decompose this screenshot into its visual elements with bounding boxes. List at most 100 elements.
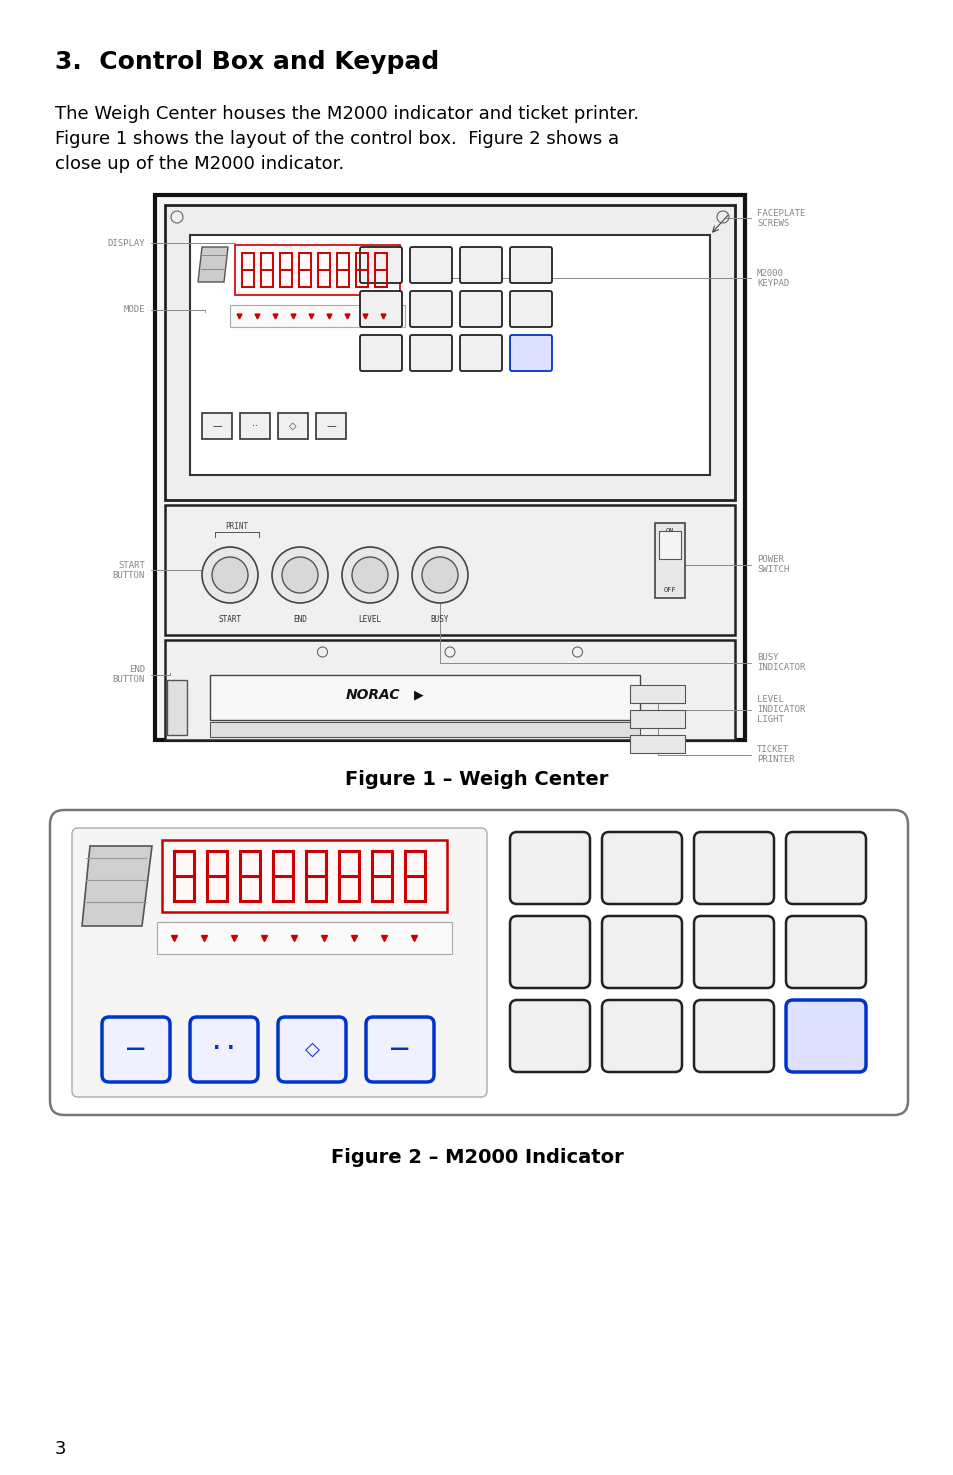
Bar bbox=[165, 640, 734, 740]
Text: ▶: ▶ bbox=[414, 689, 423, 702]
Bar bbox=[315, 413, 346, 440]
Bar bbox=[234, 245, 399, 295]
Bar bbox=[659, 531, 680, 559]
Text: Figure 1 shows the layout of the control box.  Figure 2 shows a: Figure 1 shows the layout of the control… bbox=[55, 130, 618, 148]
Text: The Weigh Center houses the M2000 indicator and ticket printer.: The Weigh Center houses the M2000 indica… bbox=[55, 105, 639, 122]
Text: ◇: ◇ bbox=[304, 1040, 319, 1059]
Text: INDICATOR: INDICATOR bbox=[757, 664, 804, 673]
Text: START: START bbox=[118, 560, 145, 569]
Bar bbox=[210, 721, 639, 738]
Bar bbox=[277, 413, 308, 440]
FancyBboxPatch shape bbox=[510, 916, 589, 988]
Text: —: — bbox=[212, 420, 222, 431]
FancyBboxPatch shape bbox=[410, 335, 452, 372]
FancyBboxPatch shape bbox=[410, 291, 452, 327]
FancyBboxPatch shape bbox=[601, 1000, 681, 1072]
FancyBboxPatch shape bbox=[410, 246, 452, 283]
Circle shape bbox=[341, 547, 397, 603]
Text: BUTTON: BUTTON bbox=[112, 571, 145, 580]
Text: ··: ·· bbox=[252, 420, 257, 431]
FancyBboxPatch shape bbox=[510, 246, 552, 283]
Text: LEVEL: LEVEL bbox=[358, 615, 381, 624]
FancyBboxPatch shape bbox=[359, 291, 401, 327]
Text: M2000: M2000 bbox=[757, 268, 783, 277]
Bar bbox=[629, 684, 684, 704]
Text: KEYPAD: KEYPAD bbox=[757, 279, 788, 288]
Bar bbox=[629, 709, 684, 729]
Polygon shape bbox=[82, 847, 152, 926]
Text: BUSY: BUSY bbox=[431, 615, 449, 624]
FancyBboxPatch shape bbox=[785, 832, 865, 904]
FancyBboxPatch shape bbox=[601, 916, 681, 988]
Text: END: END bbox=[129, 665, 145, 674]
FancyBboxPatch shape bbox=[459, 246, 501, 283]
FancyBboxPatch shape bbox=[459, 335, 501, 372]
Text: SCREWS: SCREWS bbox=[757, 218, 788, 227]
Text: ON: ON bbox=[665, 528, 674, 534]
FancyBboxPatch shape bbox=[71, 827, 486, 1097]
Text: —: — bbox=[390, 1040, 409, 1059]
Bar bbox=[210, 676, 639, 720]
Text: FACEPLATE: FACEPLATE bbox=[757, 208, 804, 217]
Text: 3: 3 bbox=[55, 1440, 67, 1457]
Bar bbox=[154, 195, 744, 740]
Text: 3.  Control Box and Keypad: 3. Control Box and Keypad bbox=[55, 50, 438, 74]
Text: BUSY: BUSY bbox=[757, 653, 778, 662]
Bar bbox=[165, 504, 734, 636]
FancyBboxPatch shape bbox=[785, 916, 865, 988]
Text: Figure 2 – M2000 Indicator: Figure 2 – M2000 Indicator bbox=[331, 1148, 622, 1167]
FancyBboxPatch shape bbox=[459, 291, 501, 327]
Text: SWITCH: SWITCH bbox=[757, 565, 788, 574]
FancyBboxPatch shape bbox=[510, 1000, 589, 1072]
Text: DISPLAY: DISPLAY bbox=[108, 239, 145, 248]
Bar bbox=[202, 413, 232, 440]
Bar bbox=[240, 413, 270, 440]
FancyBboxPatch shape bbox=[359, 335, 401, 372]
Text: Figure 1 – Weigh Center: Figure 1 – Weigh Center bbox=[345, 770, 608, 789]
Text: LEVEL: LEVEL bbox=[757, 696, 783, 705]
Text: LIGHT: LIGHT bbox=[757, 715, 783, 724]
Bar bbox=[165, 205, 734, 500]
Circle shape bbox=[282, 558, 317, 593]
Bar bbox=[157, 922, 452, 954]
Bar bbox=[190, 235, 709, 475]
Bar bbox=[629, 735, 684, 754]
FancyBboxPatch shape bbox=[785, 1000, 865, 1072]
Text: · ·: · · bbox=[213, 1040, 234, 1059]
FancyBboxPatch shape bbox=[102, 1016, 170, 1083]
Bar bbox=[162, 839, 447, 912]
Bar bbox=[230, 305, 405, 327]
FancyBboxPatch shape bbox=[693, 1000, 773, 1072]
FancyBboxPatch shape bbox=[510, 832, 589, 904]
Text: —: — bbox=[326, 420, 335, 431]
FancyBboxPatch shape bbox=[601, 832, 681, 904]
Text: NORAC: NORAC bbox=[346, 689, 400, 702]
Circle shape bbox=[352, 558, 388, 593]
Text: OFF: OFF bbox=[663, 587, 676, 593]
Circle shape bbox=[202, 547, 257, 603]
Text: TICKET: TICKET bbox=[757, 745, 788, 755]
Circle shape bbox=[272, 547, 328, 603]
Text: MODE: MODE bbox=[123, 305, 145, 314]
Circle shape bbox=[421, 558, 457, 593]
FancyBboxPatch shape bbox=[510, 335, 552, 372]
Text: POWER: POWER bbox=[757, 556, 783, 565]
Text: END: END bbox=[293, 615, 307, 624]
Text: —: — bbox=[126, 1040, 146, 1059]
Text: START: START bbox=[218, 615, 241, 624]
FancyBboxPatch shape bbox=[359, 246, 401, 283]
FancyBboxPatch shape bbox=[277, 1016, 346, 1083]
Text: PRINTER: PRINTER bbox=[757, 755, 794, 764]
FancyBboxPatch shape bbox=[693, 916, 773, 988]
FancyBboxPatch shape bbox=[50, 810, 907, 1115]
Bar bbox=[167, 680, 187, 735]
Text: PRINT: PRINT bbox=[225, 522, 249, 531]
Bar bbox=[655, 524, 684, 597]
Circle shape bbox=[212, 558, 248, 593]
Text: ◇: ◇ bbox=[289, 420, 296, 431]
Text: BUTTON: BUTTON bbox=[112, 676, 145, 684]
FancyBboxPatch shape bbox=[366, 1016, 434, 1083]
FancyBboxPatch shape bbox=[510, 291, 552, 327]
Text: close up of the M2000 indicator.: close up of the M2000 indicator. bbox=[55, 155, 344, 173]
Polygon shape bbox=[198, 246, 228, 282]
